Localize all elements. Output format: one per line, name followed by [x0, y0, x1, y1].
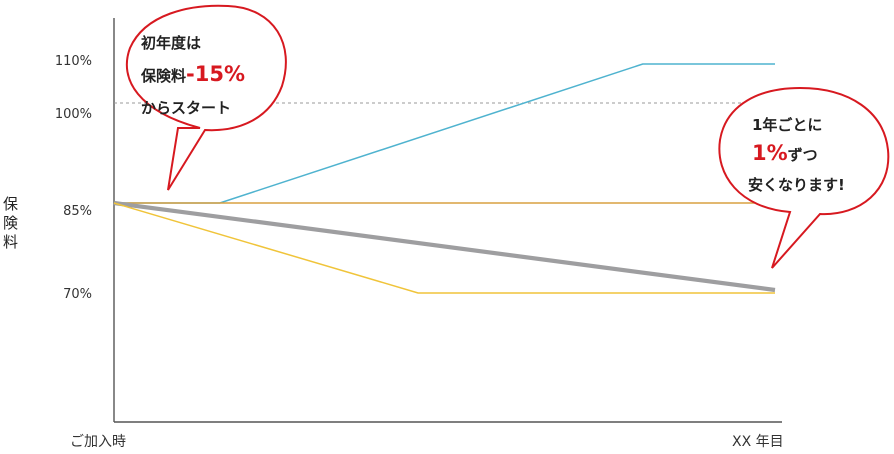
callout-right-line1: 1年ごとに	[752, 116, 822, 134]
ytick-70: 70%	[63, 287, 92, 302]
series-line-4	[113, 202, 775, 294]
callout-left-highlight: -15%	[186, 62, 245, 86]
callout-left-prefix: 保険料	[140, 67, 186, 85]
callout-left-line1: 初年度は	[141, 34, 201, 52]
callout-left: 初年度は 保険料-15% からスタート	[125, 4, 287, 191]
x-end-label: XX 年目	[732, 434, 784, 450]
ytick-110: 110%	[55, 54, 92, 69]
callout-right-line3: 安くなります!	[748, 176, 845, 194]
series-line-3	[113, 200, 776, 293]
callout-right-highlight: 1%	[752, 141, 788, 165]
ylabel: 保険料	[1, 196, 19, 253]
callout-right: 1年ごとに 1%ずつ 安くなります!	[718, 86, 890, 269]
series-group	[113, 63, 776, 294]
ytick-85: 85%	[63, 204, 92, 219]
x-start-label: ご加入時	[70, 434, 126, 450]
callout-left-line2: 保険料-15%	[140, 62, 245, 86]
callout-left-line3: からスタート	[141, 99, 231, 117]
callout-right-line2: 1%ずつ	[752, 141, 818, 165]
callout-right-suffix: ずつ	[788, 146, 818, 164]
ytick-100: 100%	[55, 107, 92, 122]
